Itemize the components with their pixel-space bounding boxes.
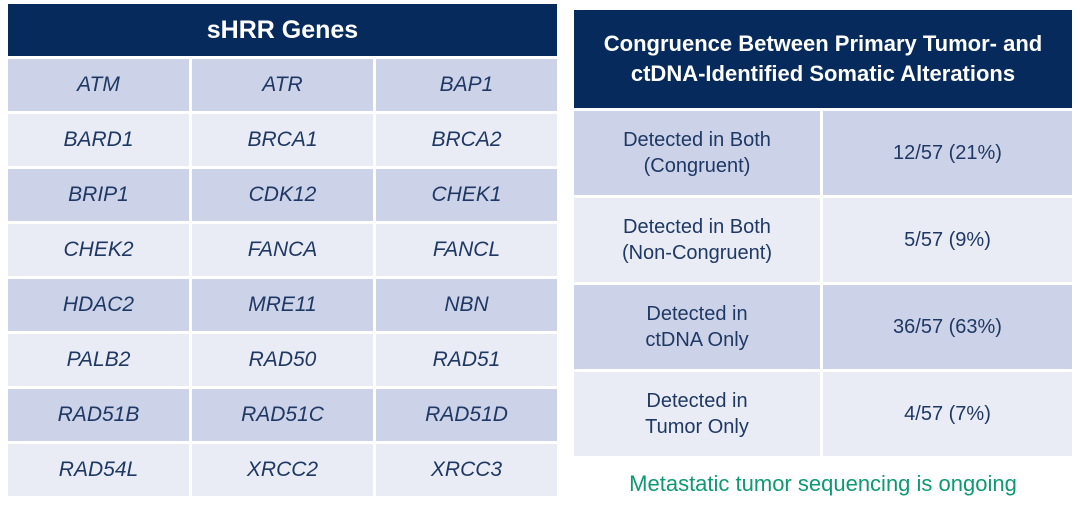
congruence-grid: Detected in Both (Congruent) 12/57 (21%)… xyxy=(574,111,1072,456)
gene-cell: XRCC3 xyxy=(376,444,557,496)
gene-cell: BRIP1 xyxy=(8,169,189,221)
gene-cell: BARD1 xyxy=(8,114,189,166)
congruence-table-title: Congruence Between Primary Tumor- and ct… xyxy=(574,10,1072,108)
congruence-row-value: 12/57 (21%) xyxy=(823,111,1072,195)
gene-cell: NBN xyxy=(376,279,557,331)
congruence-row-value: 36/57 (63%) xyxy=(823,285,1072,369)
shrr-genes-table-title: sHRR Genes xyxy=(8,4,557,56)
congruence-row-label: Detected in ctDNA Only xyxy=(574,285,820,369)
gene-cell: HDAC2 xyxy=(8,279,189,331)
shrr-genes-grid: ATM ATR BAP1 BARD1 BRCA1 BRCA2 BRIP1 CDK… xyxy=(8,59,557,496)
gene-cell: FANCL xyxy=(376,224,557,276)
congruence-row-label: Detected in Both (Congruent) xyxy=(574,111,820,195)
congruence-row-value: 5/57 (9%) xyxy=(823,198,1072,282)
gene-cell: MRE11 xyxy=(192,279,373,331)
congruence-row-label: Detected in Both (Non-Congruent) xyxy=(574,198,820,282)
gene-cell: PALB2 xyxy=(8,334,189,386)
footnote-metastatic-sequencing: Metastatic tumor sequencing is ongoing xyxy=(629,471,1017,496)
gene-cell: RAD54L xyxy=(8,444,189,496)
congruence-row-value: 4/57 (7%) xyxy=(823,372,1072,456)
gene-cell: CHEK1 xyxy=(376,169,557,221)
gene-cell: BRCA2 xyxy=(376,114,557,166)
shrr-genes-table: sHRR Genes ATM ATR BAP1 BARD1 BRCA1 BRCA… xyxy=(8,4,557,496)
gene-cell: XRCC2 xyxy=(192,444,373,496)
gene-cell: RAD51 xyxy=(376,334,557,386)
gene-cell: FANCA xyxy=(192,224,373,276)
gene-cell: CDK12 xyxy=(192,169,373,221)
gene-cell: RAD51C xyxy=(192,389,373,441)
gene-cell: ATR xyxy=(192,59,373,111)
gene-cell: RAD51B xyxy=(8,389,189,441)
gene-cell: BAP1 xyxy=(376,59,557,111)
gene-cell: BRCA1 xyxy=(192,114,373,166)
congruence-row-label: Detected in Tumor Only xyxy=(574,372,820,456)
gene-cell: CHEK2 xyxy=(8,224,189,276)
gene-cell: RAD51D xyxy=(376,389,557,441)
gene-cell: RAD50 xyxy=(192,334,373,386)
congruence-table: Congruence Between Primary Tumor- and ct… xyxy=(574,10,1072,456)
gene-cell: ATM xyxy=(8,59,189,111)
